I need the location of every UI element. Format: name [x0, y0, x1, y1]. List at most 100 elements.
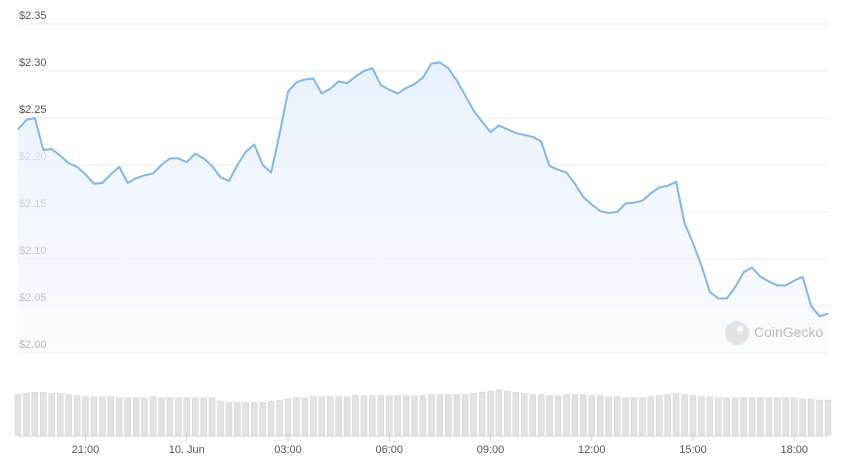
volume-bar: [461, 394, 469, 436]
volume-bar: [318, 396, 325, 436]
volume-bar: [301, 397, 309, 436]
x-tick-label: 21:00: [72, 444, 100, 456]
volume-bar: [175, 397, 182, 436]
volume-bar: [656, 395, 663, 436]
volume-bar: [31, 392, 39, 436]
volume-bar: [681, 394, 688, 436]
volume-bar: [343, 396, 351, 436]
volume-bar: [360, 395, 368, 436]
volume-bar: [791, 397, 798, 436]
volume-bar: [605, 396, 612, 436]
volume-bar: [689, 395, 697, 436]
watermark-text: CoinGecko: [754, 324, 823, 340]
volume-bar: [166, 397, 174, 436]
volume-bar: [588, 395, 595, 436]
y-tick-label: $2.25: [19, 104, 47, 116]
volume-bar: [99, 396, 106, 436]
volume-bar: [411, 395, 418, 436]
x-tick-label: 10. Jun: [169, 444, 205, 456]
volume-bar: [267, 401, 275, 436]
volume-bar: [386, 395, 393, 436]
volume-bar: [369, 395, 376, 436]
volume-bar: [748, 397, 756, 436]
volume-bar: [630, 397, 638, 436]
volume-bar: [529, 394, 536, 436]
volume-bar: [56, 393, 64, 436]
y-tick-label: $2.30: [19, 57, 47, 69]
volume-bar: [284, 398, 292, 436]
volume-bar: [90, 396, 98, 436]
volume-bar: [132, 397, 140, 436]
volume-bar: [782, 397, 790, 436]
volume-bar: [554, 395, 562, 436]
volume-bar: [495, 389, 503, 436]
volume-bar: [715, 397, 722, 436]
watermark: CoinGecko: [725, 321, 823, 345]
volume-bar: [706, 396, 714, 436]
volume-bar: [276, 399, 283, 436]
area-fill: [18, 62, 828, 353]
volume-bar: [765, 397, 773, 436]
volume-bar: [191, 397, 199, 436]
volume-bar: [141, 397, 148, 436]
volume-bar: [377, 395, 385, 436]
volume-bar: [225, 402, 233, 436]
volume-bar: [445, 394, 452, 436]
volume-bar: [259, 402, 266, 436]
volume-bar: [571, 394, 579, 436]
volume-bar: [200, 397, 207, 436]
volume-bar: [73, 395, 81, 436]
volume-bar: [149, 396, 157, 436]
volume-bar: [672, 393, 680, 436]
volume-bar: [23, 393, 30, 436]
volume-bar: [723, 397, 730, 436]
volume-bar: [698, 396, 705, 436]
volume-bar: [40, 392, 47, 436]
volume-bar: [251, 402, 258, 436]
volume-bar: [664, 394, 671, 436]
volume-bar: [504, 390, 511, 436]
volume-bar: [310, 396, 317, 436]
volume-bar: [639, 397, 646, 436]
volume-bar: [537, 394, 545, 436]
x-tick-label: 03:00: [274, 444, 302, 456]
volume-bar: [107, 396, 115, 436]
volume-bar: [622, 397, 629, 436]
volume-bar: [208, 397, 216, 436]
volume-bar: [613, 396, 621, 436]
logo: [725, 321, 749, 345]
x-tick-label: 06:00: [375, 444, 403, 456]
volume-bar: [816, 399, 823, 436]
volume-bar: [596, 395, 604, 436]
volume-bar: [65, 394, 72, 436]
volume-bar: [217, 401, 224, 436]
x-tick-label: 18:00: [780, 444, 808, 456]
volume-bar: [234, 402, 241, 436]
logo-eye: [737, 326, 743, 332]
volume-bar: [470, 393, 477, 436]
volume-bar: [242, 402, 250, 436]
volume-bar: [731, 397, 739, 436]
volume-bar: [453, 394, 460, 436]
volume-bar: [487, 390, 494, 436]
volume-bar: [512, 392, 520, 436]
volume-bar: [293, 397, 300, 436]
volume-bar: [82, 396, 89, 436]
volume-bar: [116, 397, 123, 436]
volume-bar: [807, 398, 815, 436]
volume-bar: [158, 397, 165, 436]
volume-bar: [799, 398, 806, 436]
x-tick-label: 15:00: [679, 444, 707, 456]
volume-bar: [824, 399, 832, 436]
volume-bar: [335, 396, 342, 436]
volume-bar: [48, 393, 55, 436]
volume-bar: [580, 394, 587, 436]
volume-bar: [740, 397, 747, 436]
volume-bar: [563, 394, 570, 436]
volume-bar: [419, 395, 427, 436]
y-tick-label: $2.35: [19, 10, 47, 22]
x-tick-label: 09:00: [477, 444, 505, 456]
volume-bar: [124, 397, 131, 436]
